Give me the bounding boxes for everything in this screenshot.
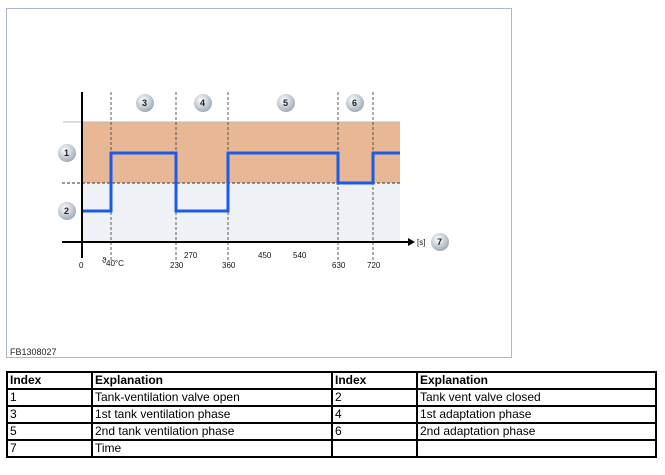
table-row: 5 2nd tank ventilation phase 6 2nd adaptati… [6, 422, 657, 441]
theta-symbol: ϑ [102, 256, 107, 265]
tick-label: 450 [258, 251, 272, 260]
callout-7: 7 [431, 233, 449, 251]
tick-label: 630 [332, 261, 346, 270]
cell: Tank vent valve closed [416, 388, 657, 407]
cell: 6 [331, 422, 418, 441]
valve-signal [83, 151, 400, 213]
header-cell: Index [6, 371, 93, 390]
callout-1: 1 [58, 144, 76, 162]
cell: 4 [331, 405, 418, 424]
legend-table: Index Explanation Index Explanation 1 Tan… [6, 371, 657, 458]
svg-text:3: 3 [142, 98, 147, 108]
tick-label: 270 [184, 251, 198, 260]
cell: 1 [6, 388, 93, 407]
svg-text:7: 7 [437, 237, 442, 247]
svg-text:6: 6 [352, 98, 357, 108]
cell: 2 [331, 388, 418, 407]
table-row: 1 Tank-ventilation valve open 2 Tank vent v… [6, 388, 657, 407]
cell: 1st tank ventilation phase [91, 405, 333, 424]
cell: 5 [6, 422, 93, 441]
svg-text:4: 4 [200, 98, 205, 108]
timing-diagram: [s] 0 ϑ 40°C 230 270 360 450 540 630 720… [58, 92, 449, 270]
tick-label: 0 [79, 261, 84, 270]
tick-label: 540 [293, 251, 307, 260]
header-cell: Explanation [416, 371, 657, 390]
closed-band [83, 183, 400, 241]
cell: 2nd tank ventilation phase [91, 422, 333, 441]
callout-3: 3 [136, 94, 154, 112]
cell: 7 [6, 439, 93, 458]
callout-5: 5 [277, 94, 295, 112]
cell: 3 [6, 405, 93, 424]
table-row: 7 Time [6, 439, 657, 458]
tick-label: 720 [367, 261, 381, 270]
x-axis-arrow [408, 238, 415, 246]
table-header-row: Index Explanation Index Explanation [6, 371, 657, 390]
callout-6: 6 [346, 94, 364, 112]
cell: Time [91, 439, 333, 458]
table-row: 3 1st tank ventilation phase 4 1st adaptati… [6, 405, 657, 424]
svg-text:2: 2 [64, 206, 69, 216]
cell: Tank-ventilation valve open [91, 388, 333, 407]
cell [331, 439, 418, 458]
header-cell: Index [331, 371, 418, 390]
header-cell: Explanation [91, 371, 333, 390]
cell: 1st adaptation phase [416, 405, 657, 424]
figure-reference: FB1308027 [10, 347, 57, 357]
cell [416, 439, 657, 458]
svg-text:5: 5 [283, 98, 288, 108]
figure-frame [6, 8, 512, 358]
tick-label: 230 [170, 261, 184, 270]
callout-4: 4 [194, 94, 212, 112]
svg-text:1: 1 [64, 148, 69, 158]
tick-label: 360 [222, 261, 236, 270]
callout-2: 2 [58, 202, 76, 220]
tick-label: 40°C [106, 259, 124, 268]
axis-unit: [s] [417, 238, 425, 247]
cell: 2nd adaptation phase [416, 422, 657, 441]
